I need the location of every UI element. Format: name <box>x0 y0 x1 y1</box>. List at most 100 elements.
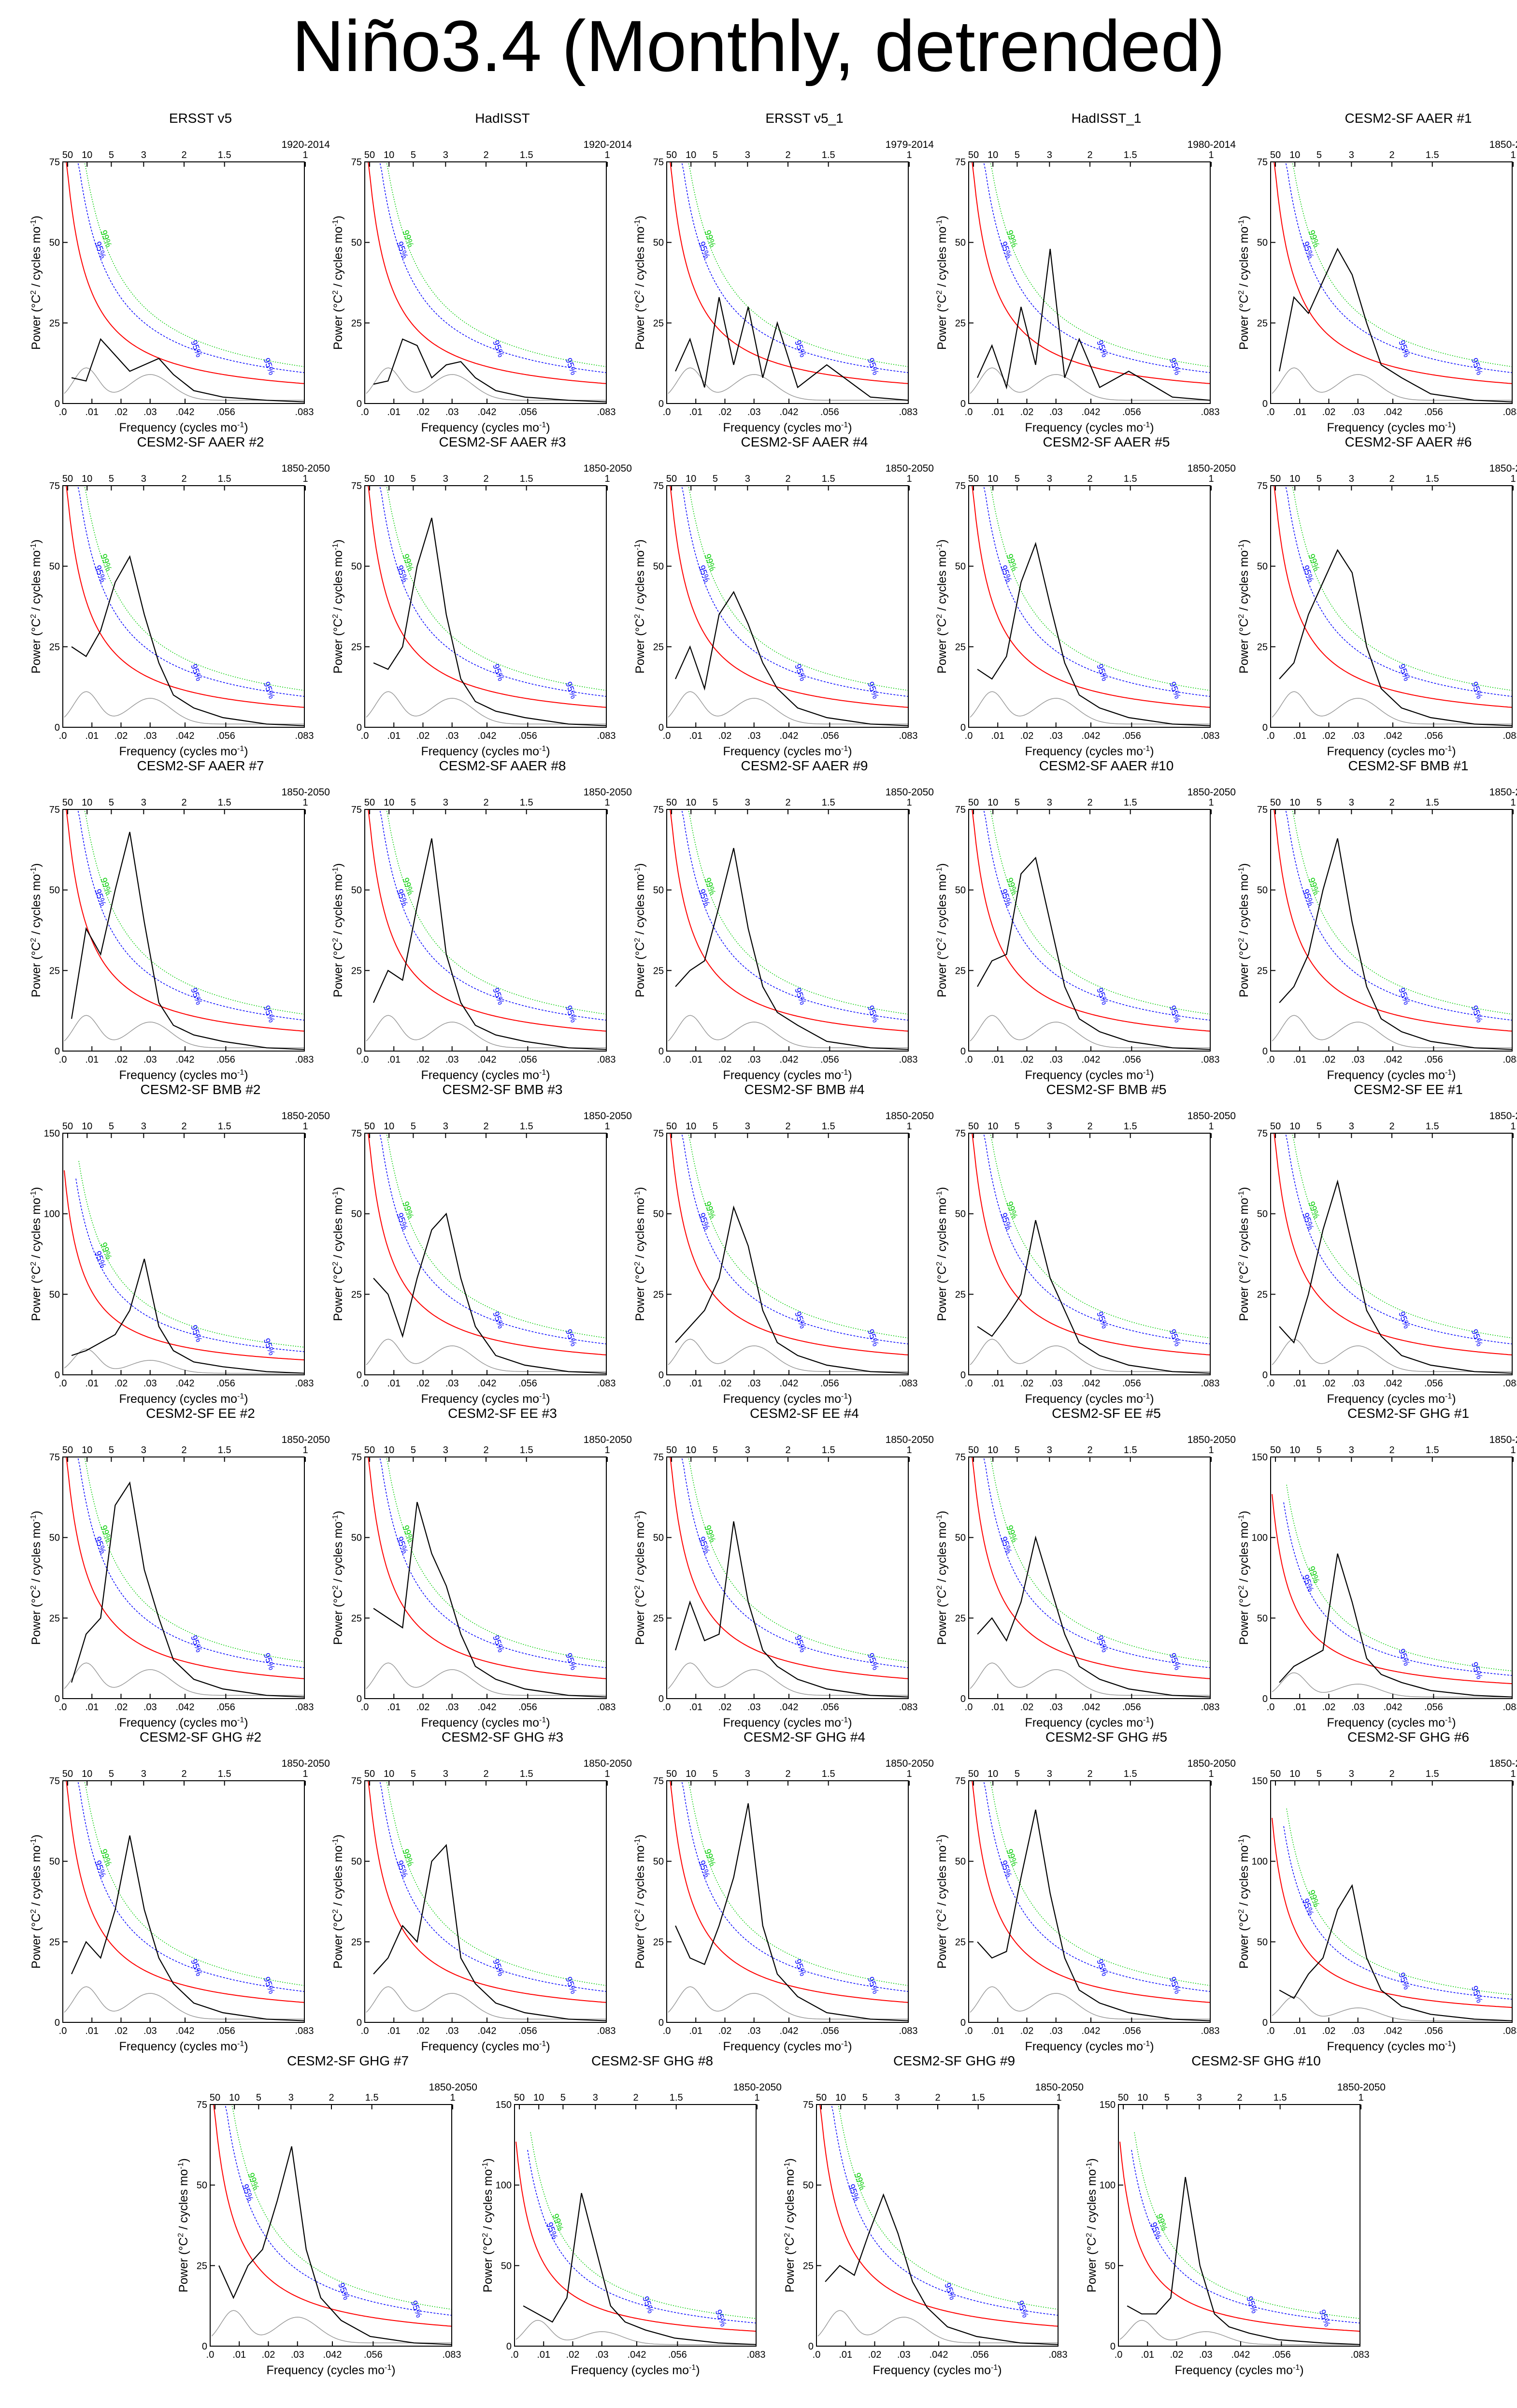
year-range-label: 1850-2050 <box>1035 2082 1084 2093</box>
plot-frame <box>364 161 607 404</box>
top-tick-label: 50 <box>62 797 73 808</box>
panel-title: CESM2-SF GHG #10 <box>1191 2053 1321 2068</box>
spectrum-line <box>1279 1179 1513 1374</box>
x-tick-label: .083 <box>1503 731 1517 741</box>
top-tick-label: 2 <box>785 150 790 160</box>
sig95-line <box>378 1780 607 1992</box>
top-tick-label: 50 <box>968 797 979 808</box>
sig95-line <box>680 485 909 697</box>
spectrum-panel: CESM2-SF AAER #2 .0 .01 .02 .03 .042 .056 .083 5… <box>29 434 336 759</box>
x-tick-label: .02 <box>718 1054 732 1065</box>
top-tick-label: 1.5 <box>365 2092 379 2103</box>
top-tick-label: 5 <box>1317 797 1322 808</box>
y-tick-label: 100 <box>1100 2180 1116 2191</box>
y-tick-label: 25 <box>955 1613 966 1624</box>
x-tick-label: .03 <box>445 1378 459 1389</box>
year-range-label: 1850-2050 <box>1489 1110 1517 1122</box>
spectrum-plot: .0.01.02.03.042.056.08350105321.51025507… <box>1237 1121 1517 1406</box>
x-tick-label: .03 <box>1351 1702 1365 1713</box>
x-tick-label: .056 <box>216 731 235 741</box>
x-tick-label: .083 <box>899 2026 918 2036</box>
y-tick-label: 25 <box>351 1937 362 1947</box>
x-tick-label: .042 <box>1231 2350 1250 2360</box>
sig95-label: 95% <box>564 1975 579 1995</box>
sig95-label: 95% <box>262 1652 277 1672</box>
sig99-line <box>79 809 305 1015</box>
top-tick-label: 1 <box>604 150 610 160</box>
y-tick-label: 50 <box>955 562 966 572</box>
y-tick-label: 50 <box>351 885 362 896</box>
x-tick-label: .01 <box>1141 2350 1154 2360</box>
x-tick-label: .042 <box>478 1378 497 1389</box>
y-tick-label: 25 <box>653 642 664 652</box>
spectrum-line <box>373 518 607 726</box>
x-axis-label: Frequency (cycles mo-1) <box>1327 1068 1456 1082</box>
x-tick-label: .01 <box>387 1378 401 1389</box>
x-tick-label: .0 <box>1267 1054 1275 1065</box>
sig95-label: 95% <box>866 1975 881 1995</box>
y-axis-label: Power (°C2 / cycles mo-1) <box>633 1511 647 1645</box>
top-tick-label: 5 <box>1015 474 1020 484</box>
y-tick-label: 75 <box>955 1128 966 1139</box>
x-axis-label: Frequency (cycles mo-1) <box>119 1068 248 1082</box>
top-tick-label: 1 <box>1056 2092 1061 2103</box>
top-tick-label: 10 <box>987 474 998 484</box>
x-axis-label: Frequency (cycles mo-1) <box>421 745 550 758</box>
top-tick-label: 50 <box>1270 1769 1281 1779</box>
panel-title: ERSST v5 <box>169 111 232 126</box>
x-tick-label: .0 <box>813 2350 821 2360</box>
top-tick-label: 1.5 <box>1426 1769 1439 1779</box>
spectrum-line <box>373 1212 607 1374</box>
plot-frame <box>968 809 1211 1052</box>
x-tick-label: .01 <box>991 731 1004 741</box>
x-tick-label: .0 <box>361 1378 369 1389</box>
spectrum-line <box>373 1844 607 2021</box>
x-tick-label: .056 <box>1424 1702 1443 1713</box>
year-range-label: 1850-2050 <box>1337 2082 1386 2093</box>
top-tick-label: 10 <box>987 1445 998 1456</box>
y-axis-label: Power (°C2 / cycles mo-1) <box>481 2158 495 2293</box>
x-tick-label: .056 <box>1122 407 1141 418</box>
top-tick-label: 10 <box>82 1121 92 1132</box>
year-range-label: 1850-2050 <box>281 787 330 798</box>
x-tick-label: .056 <box>820 407 839 418</box>
sig95-line <box>378 1456 607 1668</box>
y-axis-label: Power (°C2 / cycles mo-1) <box>1085 2158 1099 2293</box>
sig95-label: 95% <box>1470 1985 1485 2004</box>
x-tick-label: .083 <box>1503 1702 1517 1713</box>
top-tick-label: 2 <box>181 1769 186 1779</box>
x-tick-label: .0 <box>59 1378 67 1389</box>
x-tick-label: .03 <box>143 2026 157 2036</box>
sig95-line <box>378 161 607 373</box>
x-tick-label: .056 <box>1424 731 1443 741</box>
y-tick-label: 75 <box>955 1452 966 1463</box>
top-tick-label: 1 <box>1208 1769 1214 1779</box>
spectrum-panel: CESM2-SF GHG #4.0.01.02.03.042.056.083 50… <box>633 1730 940 2054</box>
sig95-label: 95% <box>262 357 277 376</box>
x-tick-label: .02 <box>1020 1054 1034 1065</box>
x-axis-label: Frequency (cycles mo-1) <box>1327 1392 1456 1406</box>
spectrum-line <box>1127 2177 1360 2345</box>
x-tick-label: .03 <box>1049 1378 1063 1389</box>
y-tick-label: 0 <box>55 1370 60 1381</box>
panel-title: CESM2-SF GHG #6 <box>1347 1730 1470 1745</box>
y-tick-label: 50 <box>49 562 60 572</box>
x-tick-label: .083 <box>1201 731 1220 741</box>
top-tick-label: 3 <box>1349 1121 1354 1132</box>
top-tick-label: 1 <box>906 150 912 160</box>
top-tick-label: 1.5 <box>218 1769 231 1779</box>
spectrum-panel: CESM2-SF GHG #2.0.01.02.03.042.056.083 50… <box>29 1730 336 2054</box>
x-tick-label: .02 <box>1170 2350 1184 2360</box>
year-range-label: 1850-2050 <box>583 1434 632 1445</box>
top-tick-label: 5 <box>411 474 416 484</box>
x-tick-label: .02 <box>416 1054 430 1065</box>
x-tick-label: .03 <box>1351 731 1365 741</box>
sig99-line <box>985 809 1211 1015</box>
plot-frame <box>968 161 1211 404</box>
y-tick-label: 75 <box>197 2100 207 2110</box>
x-axis-label: Frequency (cycles mo-1) <box>571 2364 700 2377</box>
spectrum-line <box>71 1258 305 1374</box>
top-tick-label: 5 <box>1317 1445 1322 1456</box>
